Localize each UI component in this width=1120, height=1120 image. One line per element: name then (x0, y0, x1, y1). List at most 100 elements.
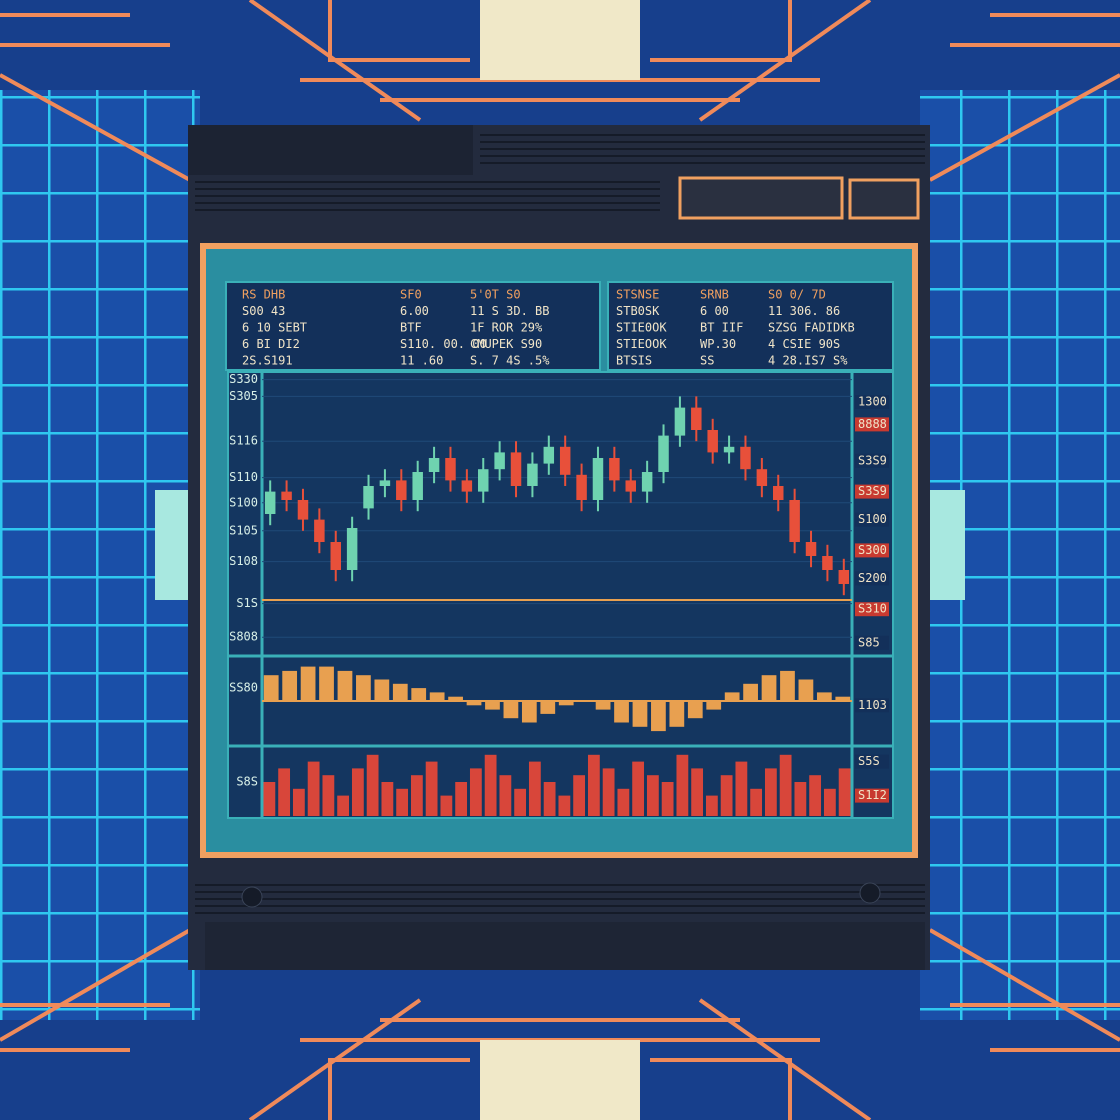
info-text: CMUPEK S90 (470, 337, 542, 351)
info-text: SS (700, 354, 714, 368)
y-tick-label: S808 (229, 630, 258, 644)
y-tick-label: S305 (229, 389, 258, 403)
candle-body (756, 469, 768, 486)
bar (587, 754, 600, 816)
y-tick-label: S330 (229, 372, 258, 386)
candle-body (396, 480, 407, 500)
bar (705, 795, 718, 816)
y2-tick-badge (855, 602, 889, 617)
info-text: STIEOOK (616, 337, 667, 351)
pane-dividers (228, 372, 893, 818)
bar (337, 670, 353, 701)
bar (448, 696, 463, 701)
bar (392, 683, 408, 701)
bar (706, 701, 722, 710)
bar (396, 788, 409, 816)
y2-tick-badge (855, 754, 889, 769)
y2-tick-label: S3S9 (858, 453, 887, 467)
y2-tick-label: S200 (858, 571, 887, 585)
bar (411, 688, 427, 701)
candle-body (461, 480, 473, 492)
knob[interactable] (859, 882, 881, 904)
y2-tick-badge (855, 698, 889, 713)
bar (823, 788, 836, 816)
candle-body (707, 430, 718, 453)
candle-body (478, 469, 489, 492)
candle-body (527, 463, 538, 486)
monitor-top (188, 125, 473, 175)
bar (617, 788, 630, 816)
candle-body (379, 480, 391, 486)
candle-body (346, 528, 358, 570)
y2-tick-label: S310 (858, 602, 887, 616)
candle-body (674, 407, 686, 436)
info-text: S0 0/ 7D (768, 288, 826, 302)
knob[interactable] (241, 886, 263, 908)
y2-tick-badge (855, 417, 889, 432)
chart-panel (227, 371, 894, 819)
bar (466, 701, 482, 706)
bar (735, 761, 748, 816)
info-text: 5'0T S0 (470, 288, 521, 302)
y-tick-label: SS80 (229, 681, 258, 695)
candle-body (559, 446, 571, 475)
info-text: S. 7 4S .5% (470, 354, 550, 368)
candle-body (822, 556, 833, 570)
bar (632, 761, 645, 816)
y2-tick-label: S1I2 (858, 788, 887, 802)
y2-tick-badge (855, 543, 889, 558)
info-text: 4 28.IS7 S% (768, 354, 848, 368)
y2-tick-badge (855, 453, 889, 468)
y2-tick-label: S5S (858, 754, 880, 768)
bar (429, 692, 445, 701)
candle-body (363, 486, 374, 509)
bar (263, 782, 276, 816)
y2-tick-badge (855, 395, 889, 409)
info-text: SF0 (400, 288, 422, 302)
bar (503, 701, 519, 719)
candle-body (625, 480, 636, 492)
bar (528, 761, 541, 816)
info-text: STB0SK (616, 304, 660, 318)
y2-tick-label: S300 (858, 543, 887, 557)
bar (595, 701, 611, 710)
bar (720, 775, 733, 816)
bar (543, 782, 556, 816)
y-tick-label: S108 (229, 554, 258, 568)
bar (798, 679, 814, 701)
y2-tick-badge (855, 571, 889, 586)
bar (425, 761, 438, 816)
bar (366, 754, 379, 816)
candle-body (805, 542, 817, 556)
bar (676, 754, 689, 816)
y-tick-label: S116 (229, 434, 258, 448)
y-tick-label: S110 (229, 470, 258, 484)
y2-tick-label: 8888 (858, 417, 887, 431)
bar (794, 782, 807, 816)
candle-body (264, 491, 276, 514)
bar (278, 768, 291, 816)
bar (809, 775, 822, 816)
bar (750, 788, 763, 816)
y2-tick-badge (855, 635, 889, 650)
bar (300, 666, 316, 701)
info-panel-left (225, 281, 601, 371)
button-panel[interactable] (678, 176, 844, 220)
bar (838, 768, 851, 816)
candle-body (297, 500, 309, 520)
candle-body (740, 446, 751, 470)
button-small[interactable] (848, 178, 920, 220)
y-tick-label: S8S (236, 775, 258, 789)
y2-tick-label: S85 (858, 635, 880, 649)
bar (292, 788, 305, 816)
y2-tick-label: 1103 (858, 698, 887, 712)
bar (835, 696, 851, 701)
bar (263, 675, 279, 701)
info-text: BTSIS (616, 354, 652, 368)
bar (282, 670, 298, 701)
info-text: 6 00 (700, 304, 729, 318)
y2-tick-badge (855, 788, 889, 803)
y2-tick-badge (855, 484, 889, 499)
